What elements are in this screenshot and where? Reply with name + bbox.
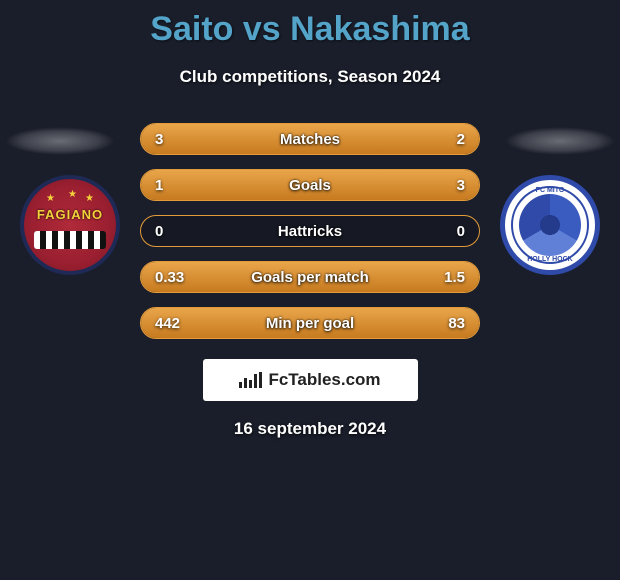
stat-label: Min per goal <box>199 315 421 332</box>
stat-value-right: 1.5 <box>421 269 479 286</box>
stat-label: Goals per match <box>199 269 421 286</box>
stat-row: 1Goals3 <box>140 169 480 201</box>
club-badge-left[interactable]: ★ ★ ★ FAGIANO <box>20 175 120 275</box>
stat-label: Matches <box>199 131 421 148</box>
mito-badge: FC MITO HOLLY HOCK <box>500 175 600 275</box>
brand-text: FcTables.com <box>268 370 380 390</box>
stat-rows: 3Matches21Goals30Hattricks00.33Goals per… <box>140 117 480 339</box>
stat-value-left: 0 <box>141 223 199 240</box>
stat-row: 3Matches2 <box>140 123 480 155</box>
stat-value-left: 0.33 <box>141 269 199 286</box>
badge-stripe <box>34 231 106 249</box>
stat-value-right: 0 <box>421 223 479 240</box>
stat-row: 0Hattricks0 <box>140 215 480 247</box>
badge-ring-text-bot: HOLLY HOCK <box>505 256 595 263</box>
stat-row: 0.33Goals per match1.5 <box>140 261 480 293</box>
player-shadow-right <box>505 127 615 155</box>
stat-label: Goals <box>199 177 421 194</box>
date-line: 16 september 2024 <box>0 419 620 439</box>
player-shadow-left <box>5 127 115 155</box>
stat-value-left: 442 <box>141 315 199 332</box>
badge-ring-text-top: FC MITO <box>505 187 595 194</box>
page-title: Saito vs Nakashima <box>0 0 620 49</box>
stat-row: 442Min per goal83 <box>140 307 480 339</box>
stat-value-right: 3 <box>421 177 479 194</box>
stats-area: ★ ★ ★ FAGIANO FC MITO HOLLY HOCK 3Matche… <box>0 117 620 339</box>
stat-value-left: 1 <box>141 177 199 194</box>
stat-value-right: 2 <box>421 131 479 148</box>
club-badge-right[interactable]: FC MITO HOLLY HOCK <box>500 175 600 275</box>
badge-swirl-icon <box>519 194 581 256</box>
subtitle: Club competitions, Season 2024 <box>0 67 620 87</box>
star-icon: ★ <box>46 193 55 204</box>
fagiano-badge: ★ ★ ★ FAGIANO <box>20 175 120 275</box>
brand-box[interactable]: FcTables.com <box>203 359 418 401</box>
stat-label: Hattricks <box>199 223 421 240</box>
star-icon: ★ <box>68 189 77 200</box>
star-icon: ★ <box>85 193 94 204</box>
badge-label-left: FAGIANO <box>24 207 116 222</box>
stat-value-left: 3 <box>141 131 199 148</box>
stat-value-right: 83 <box>421 315 479 332</box>
chart-icon <box>239 372 262 388</box>
